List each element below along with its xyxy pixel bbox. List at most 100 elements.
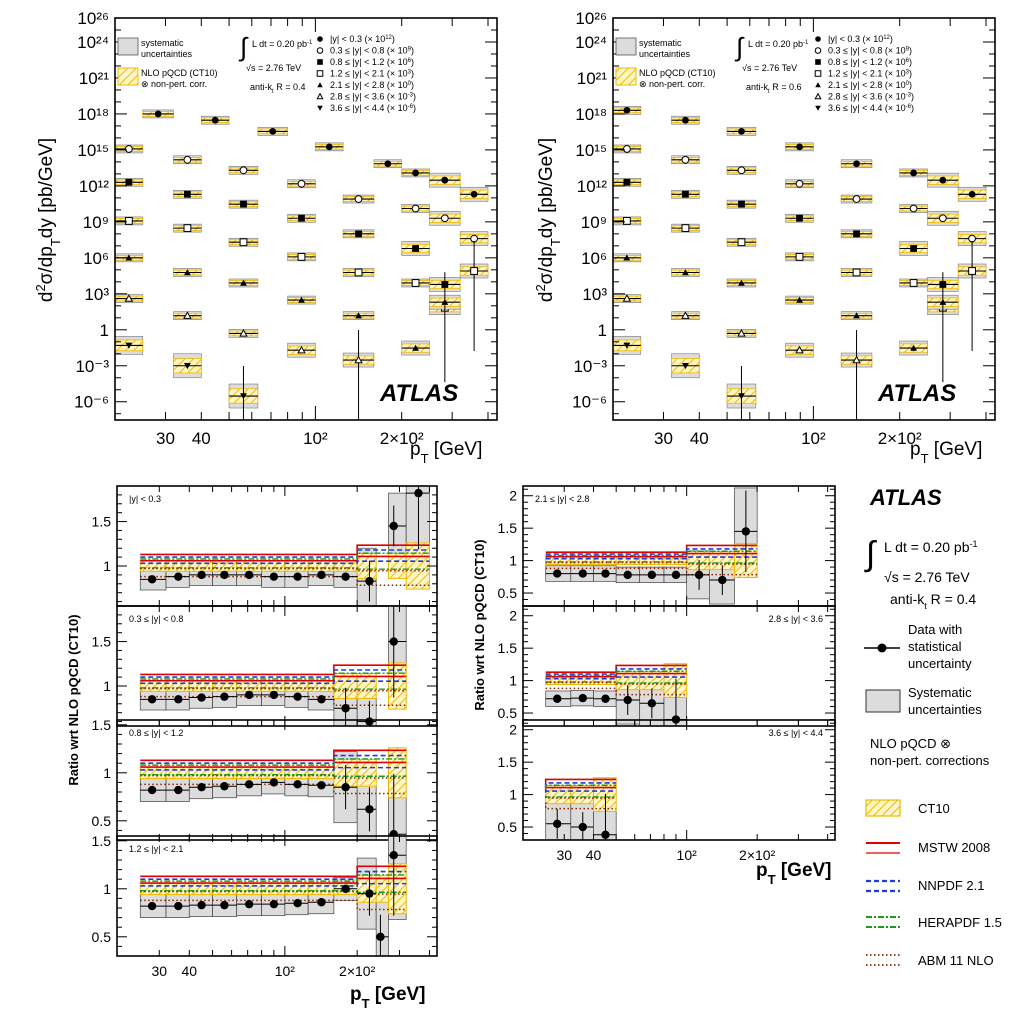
br-data-point [553, 569, 562, 578]
side-legend-ct10-swatch [865, 799, 901, 817]
tl-legend-label: 0.8 ≤ |y| < 1.2 (× 106) [330, 57, 414, 67]
tr-data-point [681, 311, 690, 319]
tl-data-point [125, 342, 133, 349]
side-legend-nnpdf: NNPDF 2.1 [918, 878, 984, 893]
tl-data-point [183, 224, 192, 233]
bl-ct10-band [375, 874, 389, 903]
tl-data-point [325, 143, 333, 151]
top-right-rapidity-legend: |y| < 0.3 (× 1012) 0.3 ≤ |y| < 0.8 (× 109… [814, 34, 914, 113]
br-data-point [553, 819, 562, 828]
bl-data-point [269, 572, 279, 581]
bottom-left-x-axis-title: pT [GeV] [350, 984, 426, 1011]
bl-data-point [317, 695, 326, 704]
bl-pdf-line [140, 774, 407, 779]
br-y-tick-label: 1.5 [498, 640, 518, 656]
tl-data-point [384, 160, 392, 168]
tr-y-tick-label: 10⁹ [581, 213, 607, 232]
tr-data-point [622, 217, 631, 225]
tl-data-point [184, 269, 191, 276]
bl-ct10-band [387, 553, 407, 579]
bl-data-point [341, 704, 350, 713]
tl-data-point [470, 190, 478, 198]
br-panel-frame [522, 719, 836, 841]
bl-data-point [244, 780, 254, 789]
bl-ct10-band [261, 766, 286, 780]
tl-y-tick-label: 10⁻⁶ [74, 393, 109, 412]
br-pdf-line [544, 790, 617, 793]
tr-x-tick-label: 40 [690, 429, 709, 448]
tr-data-point [681, 224, 690, 233]
bl-panel-label: 0.8 ≤ |y| < 1.2 [129, 728, 183, 738]
tl-x-tick-label: 40 [192, 429, 211, 448]
side-legend-syst-1: Systematic [908, 685, 972, 700]
br-pdf-line [545, 552, 758, 558]
br-data-point [578, 822, 587, 832]
bl-data-point [197, 693, 206, 702]
br-x-tick-label: 10² [677, 847, 698, 863]
top-right-frame [612, 17, 996, 421]
tl-data-point [298, 214, 305, 222]
bl-ct10-band [307, 560, 335, 572]
bl-panel-label: |y| < 0.3 [129, 494, 161, 504]
top-left-x-ticks: 30 40 10² 2×10² [114, 18, 489, 448]
br-panel-label: 3.6 ≤ |y| < 4.4 [769, 728, 823, 738]
tr-data-point [852, 195, 861, 203]
bl-pdf-line [140, 544, 430, 556]
bl-panel-frame [116, 605, 438, 727]
bl-data-point [174, 695, 183, 704]
tl-data-point [354, 268, 363, 277]
bl-data-point [147, 785, 157, 795]
tr-legend-marker [814, 92, 822, 100]
br-data-point [741, 527, 751, 536]
bl-pdf-line [140, 774, 407, 777]
bl-data-point [244, 690, 254, 700]
bl-data-point [293, 692, 302, 701]
top-left-legend-syst-2: uncertainties [141, 49, 193, 59]
side-legend-nlo-1: NLO pQCD ⊗ [870, 736, 951, 751]
top-left-plot-area [114, 109, 489, 420]
br-ct10-band [592, 777, 617, 812]
bl-pdf-line [140, 890, 407, 893]
tr-y-tick-label: 10¹² [577, 177, 608, 196]
br-panel-0 [545, 487, 758, 605]
tr-legend-marker [815, 105, 821, 111]
top-left-jet-alg: anti-kt R = 0.4 [250, 82, 305, 95]
tr-legend-label: 2.1 ≤ |y| < 2.8 (× 100) [828, 80, 912, 90]
bl-pdf-line [140, 754, 407, 764]
tl-data-point [411, 204, 420, 213]
top-right-atlas-label: ATLAS [877, 380, 956, 407]
br-x-tick-label: 2×10² [739, 847, 776, 863]
bl-pdf-line [140, 669, 407, 678]
tl-data-point [125, 178, 133, 186]
tr-data-point [622, 294, 632, 302]
bl-data-point [220, 570, 229, 580]
tl-data-point [412, 344, 419, 351]
top-right-integral-sign: ∫ [734, 32, 745, 62]
bl-ct10-band [284, 680, 309, 692]
tl-data-point [412, 169, 419, 177]
tl-legend-marker [317, 82, 323, 88]
bl-y-tick-label: 1.5 [92, 717, 112, 733]
bl-pdf-line [140, 749, 407, 762]
tl-data-point [355, 230, 362, 238]
bl-pdf-line [140, 766, 407, 771]
tr-data-point [796, 214, 803, 222]
top-left-atlas-label: ATLAS [379, 380, 458, 407]
bl-ct10-band [356, 673, 377, 699]
bl-ct10-band [139, 882, 167, 896]
side-legend-data-marker [877, 643, 887, 653]
tr-data-point [682, 190, 689, 198]
tr-x-tick-label: 30 [654, 429, 673, 448]
bl-data-point [147, 695, 157, 704]
bl-pdf-line [140, 549, 430, 558]
bl-ct10-band [307, 680, 335, 692]
br-y-tick-label: 1 [509, 787, 517, 803]
tl-data-point [411, 279, 420, 287]
tr-data-point [853, 230, 860, 238]
tl-data-point [124, 294, 134, 302]
bl-ct10-band [188, 882, 214, 896]
bottom-right-y-axis-title: Ratio wrt NLO pQCD (CT10) [472, 539, 487, 710]
bl-x-tick-label: 40 [182, 963, 198, 979]
tr-data-point [938, 214, 947, 223]
tl-legend-marker [317, 59, 323, 65]
